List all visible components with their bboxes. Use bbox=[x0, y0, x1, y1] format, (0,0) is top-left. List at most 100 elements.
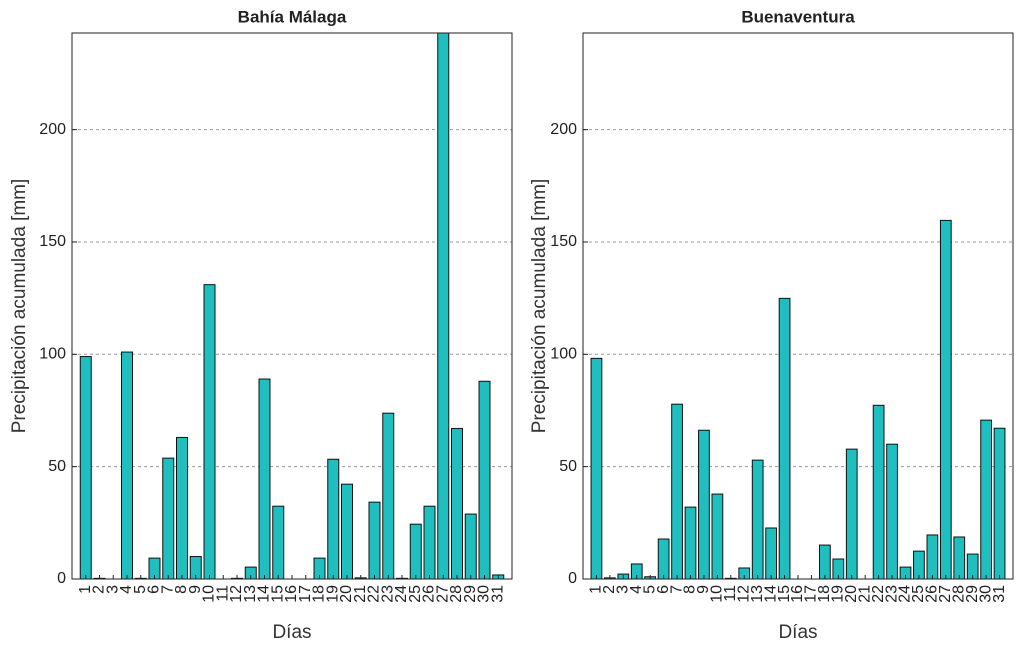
x-tick-label: 16 bbox=[283, 585, 300, 603]
bar bbox=[698, 429, 710, 580]
bar bbox=[657, 538, 670, 580]
bar bbox=[203, 284, 216, 580]
x-tick-label: 12 bbox=[228, 585, 245, 603]
y-tick-label: 100 bbox=[39, 346, 66, 363]
bar bbox=[751, 459, 764, 580]
bar bbox=[423, 505, 436, 580]
x-axis-label: Días bbox=[272, 622, 311, 643]
bar bbox=[258, 378, 271, 580]
bar bbox=[451, 427, 463, 580]
bar bbox=[176, 436, 188, 580]
x-tick-label: 14 bbox=[762, 585, 779, 603]
x-tick-label: 28 bbox=[950, 585, 967, 603]
chart-title: Buenaventura bbox=[741, 7, 855, 26]
bar bbox=[872, 404, 885, 580]
y-tick-label: 0 bbox=[568, 570, 577, 587]
x-tick-label: 22 bbox=[366, 585, 383, 603]
x-tick-label: 18 bbox=[816, 585, 833, 603]
bar bbox=[845, 448, 858, 580]
y-axis-label: Precipitación acumulada [mm] bbox=[529, 179, 550, 434]
x-tick-label: 12 bbox=[735, 585, 752, 603]
x-tick-label: 15 bbox=[269, 585, 286, 603]
bar bbox=[953, 536, 966, 580]
x-tick-label: 6 bbox=[146, 585, 163, 594]
bar bbox=[478, 380, 491, 580]
y-tick-label: 0 bbox=[57, 570, 66, 587]
x-tick-label: 23 bbox=[883, 585, 900, 603]
bar bbox=[437, 32, 450, 580]
x-tick-label: 5 bbox=[132, 585, 149, 594]
bar bbox=[162, 457, 175, 580]
x-tick-label: 10 bbox=[709, 585, 726, 603]
x-tick-label: 23 bbox=[379, 585, 396, 603]
x-tick-label: 10 bbox=[201, 585, 218, 603]
x-tick-label: 25 bbox=[910, 585, 927, 603]
x-tick-label: 28 bbox=[448, 585, 465, 603]
x-tick-label: 27 bbox=[434, 585, 451, 603]
x-tick-label: 4 bbox=[118, 585, 135, 594]
x-tick-label: 20 bbox=[843, 585, 860, 603]
x-tick-label: 9 bbox=[187, 585, 204, 594]
bar bbox=[341, 483, 353, 580]
x-tick-label: 19 bbox=[830, 585, 847, 603]
y-tick-label: 200 bbox=[39, 121, 66, 138]
bar bbox=[79, 356, 92, 580]
x-tick-label: 8 bbox=[173, 585, 190, 594]
x-tick-label: 29 bbox=[462, 585, 479, 603]
bar bbox=[765, 527, 777, 580]
bar bbox=[368, 501, 381, 580]
x-tick-label: 27 bbox=[937, 585, 954, 603]
y-tick-label: 50 bbox=[559, 458, 577, 475]
x-tick-label: 14 bbox=[256, 585, 273, 603]
bar bbox=[819, 544, 831, 580]
x-tick-label: 24 bbox=[897, 585, 914, 603]
bar bbox=[886, 443, 898, 580]
bar bbox=[939, 219, 952, 580]
x-tick-label: 9 bbox=[695, 585, 712, 594]
x-tick-label: 6 bbox=[655, 585, 672, 594]
axes-frame bbox=[582, 32, 1014, 580]
x-tick-label: 20 bbox=[338, 585, 355, 603]
y-tick-label: 200 bbox=[550, 121, 577, 138]
y-tick-label: 100 bbox=[550, 346, 577, 363]
y-tick-label: 50 bbox=[48, 458, 66, 475]
x-tick-label: 7 bbox=[159, 585, 176, 594]
bar bbox=[926, 534, 939, 580]
x-tick-label: 7 bbox=[668, 585, 685, 594]
x-tick-label: 8 bbox=[682, 585, 699, 594]
x-tick-label: 16 bbox=[789, 585, 806, 603]
bar bbox=[684, 506, 697, 580]
bar bbox=[711, 493, 724, 580]
x-tick-label: 15 bbox=[776, 585, 793, 603]
x-tick-label: 3 bbox=[104, 585, 121, 594]
x-tick-label: 3 bbox=[615, 585, 632, 594]
x-tick-label: 30 bbox=[977, 585, 994, 603]
y-tick-label: 150 bbox=[550, 233, 577, 250]
bar bbox=[121, 351, 133, 580]
x-tick-label: 25 bbox=[407, 585, 424, 603]
x-tick-label: 31 bbox=[489, 585, 506, 603]
bar bbox=[778, 297, 791, 580]
x-axis-label: Días bbox=[778, 622, 817, 643]
bar bbox=[993, 427, 1006, 580]
x-tick-label: 17 bbox=[297, 585, 314, 603]
x-tick-label: 13 bbox=[749, 585, 766, 603]
x-tick-label: 21 bbox=[856, 585, 873, 603]
x-tick-label: 2 bbox=[601, 585, 618, 594]
bar bbox=[671, 403, 683, 580]
bar bbox=[913, 550, 925, 580]
x-tick-label: 1 bbox=[77, 585, 94, 594]
bar bbox=[382, 412, 395, 580]
x-tick-label: 2 bbox=[91, 585, 108, 594]
bar bbox=[327, 458, 340, 580]
x-tick-label: 24 bbox=[393, 585, 410, 603]
x-tick-label: 26 bbox=[924, 585, 941, 603]
chart-title: Bahía Málaga bbox=[238, 7, 347, 26]
y-tick-label: 150 bbox=[39, 233, 66, 250]
x-tick-label: 17 bbox=[803, 585, 820, 603]
bar bbox=[590, 357, 603, 580]
x-tick-label: 11 bbox=[214, 585, 231, 602]
bar bbox=[980, 419, 992, 580]
x-tick-label: 21 bbox=[352, 585, 369, 603]
x-tick-label: 11 bbox=[722, 585, 739, 602]
